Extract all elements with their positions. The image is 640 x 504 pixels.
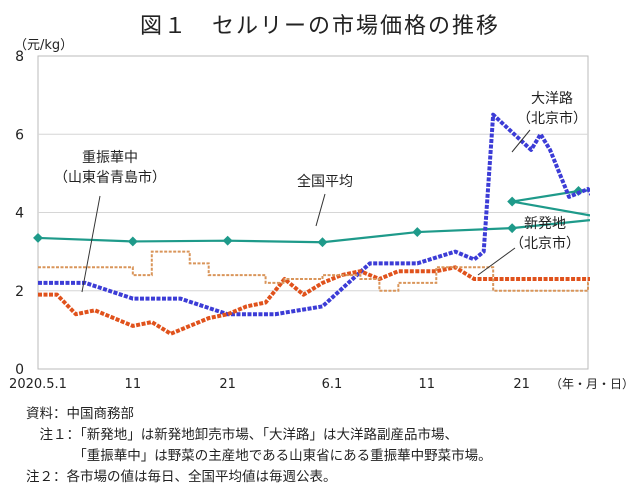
- chart-notes: 資料：中国商務部 注１：「新発地」は新発地卸売市場、「大洋路」は大洋路副産品市場…: [26, 404, 492, 488]
- xinfadi-label: 新発地: [524, 216, 566, 232]
- y-axis-unit-label: （元/kg）: [14, 38, 74, 53]
- xinfadi-leader: [477, 247, 516, 276]
- xinfadi-line: [38, 265, 590, 336]
- x-tick-label: 21: [219, 377, 236, 392]
- dayanglu-label: （北京市）: [517, 110, 587, 127]
- x-tick-label: 21: [513, 377, 530, 392]
- note-1: 注１：「新発地」は新発地卸売市場、「大洋路」は大洋路副産品市場、: [26, 427, 458, 443]
- y-tick-label: 6: [15, 127, 24, 143]
- national-average-point: [222, 235, 233, 246]
- xinfadi-label: （北京市）: [510, 235, 580, 252]
- y-tick-label: 0: [15, 362, 24, 378]
- zhongzhen-huazhong-line: [38, 250, 590, 292]
- dayanglu-label: 大洋路: [531, 91, 573, 107]
- note-source: 資料：中国商務部: [26, 406, 134, 422]
- note-1-continued: 「重振華中」は野菜の主産地である山東省にある重振華中野菜市場。: [26, 448, 492, 464]
- zhongzhen-huazhong-label: 重振華中: [82, 150, 138, 166]
- chart-title: 図１ セルリーの市場価格の推移: [139, 14, 500, 39]
- national-average-point: [412, 227, 423, 238]
- national-average-leader: [315, 193, 326, 227]
- y-tick-label: 4: [15, 206, 24, 222]
- x-tick-label: 2020.5.1: [9, 377, 67, 392]
- y-tick-label: 2: [15, 284, 24, 300]
- note-2: 注２：各市場の値は毎日、全国平均値は毎週公表。: [26, 469, 337, 485]
- x-tick-label: 11: [125, 377, 142, 392]
- zhongzhen-huazhong-label: （山東省青島市）: [54, 169, 166, 186]
- national-average-point: [127, 236, 138, 247]
- dayanglu-leader: [511, 129, 531, 153]
- national-average-point: [317, 237, 328, 248]
- x-tick-label: 11: [419, 377, 436, 392]
- national-average-point: [507, 196, 518, 207]
- dayanglu-line: [38, 112, 590, 317]
- zhongzhen-huazhong-leader: [81, 195, 101, 293]
- y-tick-label: 8: [15, 49, 24, 65]
- national-average-point: [507, 223, 518, 234]
- national-average-label: 全国平均: [297, 173, 353, 190]
- x-axis-unit-label: （年・月・日）: [550, 377, 634, 391]
- national-average-point: [33, 232, 43, 243]
- x-tick-label: 6.1: [322, 377, 343, 392]
- national-average-line: [38, 189, 590, 244]
